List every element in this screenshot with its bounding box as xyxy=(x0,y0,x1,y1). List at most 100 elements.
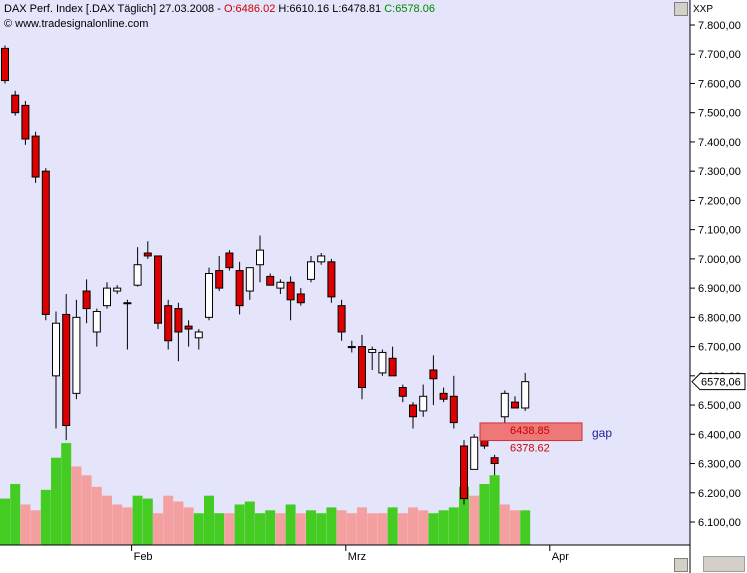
candle-body xyxy=(154,255,162,324)
gap-lower-label: 6378.62 xyxy=(510,443,550,455)
candle-body xyxy=(470,436,479,470)
volume-bar xyxy=(173,501,184,545)
y-tick-label: 7.100,00 xyxy=(698,225,741,237)
scroll-down-button[interactable] xyxy=(674,558,688,572)
candle-body xyxy=(215,270,224,289)
scroll-up-button[interactable] xyxy=(674,2,688,16)
candle-body xyxy=(378,351,387,374)
candle-body xyxy=(266,275,275,286)
candle-body xyxy=(419,395,428,412)
candle-body xyxy=(164,305,173,342)
gap-label: gap xyxy=(592,426,612,440)
candle-body xyxy=(1,47,9,82)
volume-bar xyxy=(408,507,418,545)
candle-body xyxy=(225,252,234,269)
volume-bar xyxy=(520,510,531,545)
y-tick-label: 7.800,00 xyxy=(698,20,741,32)
volume-bar xyxy=(275,513,286,545)
volume-bar xyxy=(193,513,204,545)
y-tick-label: 7.600,00 xyxy=(698,78,741,90)
corner-box xyxy=(703,556,745,572)
open-label: O:6486.02 xyxy=(223,3,276,15)
y-tick-label: 6.800,00 xyxy=(698,312,741,324)
volume-bar xyxy=(0,498,10,545)
candle-body xyxy=(21,104,30,140)
y-tick-label: 6.400,00 xyxy=(698,429,741,441)
volume-bar xyxy=(244,501,255,545)
volume-bar xyxy=(418,510,429,545)
chart-plot-area xyxy=(0,0,690,545)
volume-bar xyxy=(265,510,276,545)
date-label: 27.03.2008 xyxy=(159,3,215,15)
volume-bar xyxy=(204,495,214,545)
candle-body xyxy=(82,290,91,310)
candle-body xyxy=(194,331,203,339)
volume-bar xyxy=(153,513,163,545)
volume-bar xyxy=(20,504,31,545)
last-price-marker xyxy=(691,373,746,391)
volume-bar xyxy=(91,486,102,545)
source-label: © www.tradesignalonline.com xyxy=(4,18,149,30)
y-tick-label: 6.200,00 xyxy=(698,488,741,500)
volume-bar xyxy=(448,507,459,545)
y-tick-label: 6.700,00 xyxy=(698,342,741,354)
volume-bar xyxy=(142,498,153,545)
low-label: L:6478.81 xyxy=(332,3,382,15)
candle-body xyxy=(184,325,193,330)
volume-bar xyxy=(61,443,72,545)
volume-bar xyxy=(224,513,235,545)
candle-body xyxy=(388,357,397,377)
volume-bar xyxy=(122,507,133,545)
y-tick-label: 6.300,00 xyxy=(698,459,741,471)
volume-bar xyxy=(10,483,21,545)
gap-upper-label: 6438.85 xyxy=(510,425,550,437)
volume-bar xyxy=(214,513,225,545)
y-tick-label: 6.100,00 xyxy=(698,517,741,529)
candle-body xyxy=(398,387,407,397)
candle-body xyxy=(72,316,81,394)
candle-body xyxy=(276,281,285,289)
candle-body xyxy=(113,287,122,292)
candle-body xyxy=(409,404,417,418)
candle-body xyxy=(92,311,101,333)
volume-bar xyxy=(346,513,357,545)
candle-body xyxy=(103,287,111,307)
y-tick-label: 7.500,00 xyxy=(698,108,741,120)
volume-bar xyxy=(387,507,398,545)
candle-body xyxy=(133,264,142,286)
volume-bar xyxy=(336,510,347,545)
time-axis xyxy=(0,545,690,573)
candle-body xyxy=(245,267,254,292)
candle-body xyxy=(256,249,264,266)
volume-bar xyxy=(30,510,41,545)
volume-bar xyxy=(510,510,520,545)
volume-bar xyxy=(428,513,439,545)
volume-bar xyxy=(479,483,490,545)
volume-bar xyxy=(499,504,510,545)
candle-body xyxy=(123,302,132,305)
volume-bar xyxy=(469,495,480,545)
volume-bar xyxy=(234,504,245,545)
volume-bar xyxy=(295,513,306,545)
y-tick-label: 7.200,00 xyxy=(698,195,741,207)
volume-bar xyxy=(306,510,316,545)
candle-body xyxy=(52,322,60,377)
candle-body xyxy=(368,349,377,353)
volume-bar xyxy=(377,513,388,545)
volume-bar xyxy=(183,507,194,545)
candle-body xyxy=(449,395,458,424)
y-tick-label: 7.400,00 xyxy=(698,137,741,149)
volume-bar xyxy=(71,466,82,545)
volume-bar xyxy=(132,495,143,545)
candle-body xyxy=(296,293,305,304)
volume-bar xyxy=(51,457,61,545)
candle-body xyxy=(490,457,499,465)
candle-body xyxy=(327,261,336,298)
candle-body xyxy=(31,135,40,178)
last-price-label: 6578,06 xyxy=(701,377,741,389)
volume-bar xyxy=(102,495,112,545)
volume-bar xyxy=(163,495,174,545)
x-tick-label: Mrz xyxy=(348,551,366,563)
y-tick-label: 7.000,00 xyxy=(698,254,741,266)
volume-bar xyxy=(357,507,367,545)
